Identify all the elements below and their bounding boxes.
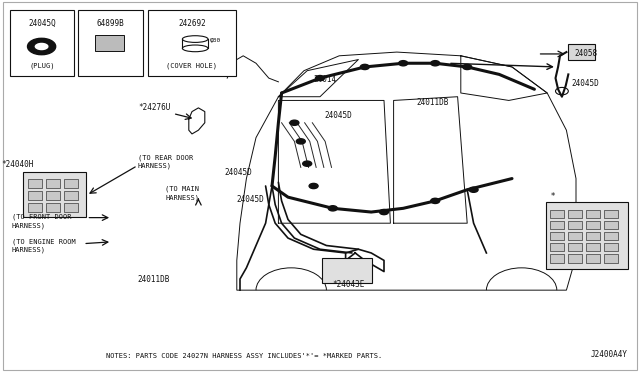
FancyBboxPatch shape bbox=[604, 210, 618, 218]
Circle shape bbox=[303, 161, 312, 166]
FancyBboxPatch shape bbox=[604, 254, 618, 263]
FancyBboxPatch shape bbox=[586, 210, 600, 218]
FancyBboxPatch shape bbox=[604, 221, 618, 229]
FancyBboxPatch shape bbox=[586, 221, 600, 229]
FancyBboxPatch shape bbox=[568, 243, 582, 251]
Text: 24045D: 24045D bbox=[572, 79, 599, 88]
FancyBboxPatch shape bbox=[568, 210, 582, 218]
Circle shape bbox=[431, 198, 440, 203]
Text: 64899B: 64899B bbox=[97, 19, 124, 28]
FancyBboxPatch shape bbox=[586, 243, 600, 251]
Circle shape bbox=[296, 139, 305, 144]
FancyBboxPatch shape bbox=[604, 232, 618, 240]
Circle shape bbox=[316, 76, 324, 81]
Text: (TO MAIN
HARNESS): (TO MAIN HARNESS) bbox=[165, 186, 199, 201]
Circle shape bbox=[431, 61, 440, 66]
Circle shape bbox=[290, 120, 299, 125]
FancyBboxPatch shape bbox=[64, 203, 78, 212]
FancyBboxPatch shape bbox=[10, 10, 74, 76]
FancyBboxPatch shape bbox=[46, 191, 60, 200]
FancyBboxPatch shape bbox=[568, 221, 582, 229]
FancyBboxPatch shape bbox=[64, 179, 78, 188]
Circle shape bbox=[469, 187, 478, 192]
Text: 24045D: 24045D bbox=[237, 195, 264, 203]
Text: 24045D: 24045D bbox=[224, 169, 252, 177]
Text: J2400A4Y: J2400A4Y bbox=[590, 350, 627, 359]
Text: 24014: 24014 bbox=[314, 76, 337, 84]
Text: 24045Q: 24045Q bbox=[28, 19, 56, 28]
Text: *24043E: *24043E bbox=[333, 280, 365, 289]
FancyBboxPatch shape bbox=[586, 232, 600, 240]
Text: *24276U: *24276U bbox=[138, 103, 171, 112]
FancyBboxPatch shape bbox=[46, 179, 60, 188]
Circle shape bbox=[328, 206, 337, 211]
Text: *24040H: *24040H bbox=[1, 160, 34, 169]
FancyBboxPatch shape bbox=[46, 203, 60, 212]
FancyBboxPatch shape bbox=[148, 10, 236, 76]
FancyBboxPatch shape bbox=[568, 44, 595, 60]
Text: 24011DB: 24011DB bbox=[416, 98, 449, 107]
FancyBboxPatch shape bbox=[95, 35, 124, 51]
Text: (TO FRONT DOOR
HARNESS): (TO FRONT DOOR HARNESS) bbox=[12, 214, 71, 229]
FancyBboxPatch shape bbox=[550, 232, 564, 240]
Text: NOTES: PARTS CODE 24027N HARNESS ASSY INCLUDES'*'= *MARKED PARTS.: NOTES: PARTS CODE 24027N HARNESS ASSY IN… bbox=[106, 353, 382, 359]
FancyBboxPatch shape bbox=[550, 243, 564, 251]
FancyBboxPatch shape bbox=[550, 210, 564, 218]
Text: (COVER HOLE): (COVER HOLE) bbox=[166, 62, 218, 69]
FancyBboxPatch shape bbox=[28, 203, 42, 212]
Circle shape bbox=[463, 64, 472, 70]
FancyBboxPatch shape bbox=[550, 254, 564, 263]
FancyBboxPatch shape bbox=[28, 191, 42, 200]
FancyBboxPatch shape bbox=[23, 172, 86, 217]
Text: (TO ENGINE ROOM
HARNESS): (TO ENGINE ROOM HARNESS) bbox=[12, 238, 76, 253]
FancyBboxPatch shape bbox=[78, 10, 143, 76]
Circle shape bbox=[399, 61, 408, 66]
FancyBboxPatch shape bbox=[604, 243, 618, 251]
Text: 24011DB: 24011DB bbox=[138, 275, 170, 283]
Text: 24058: 24058 bbox=[574, 49, 597, 58]
FancyBboxPatch shape bbox=[568, 254, 582, 263]
FancyBboxPatch shape bbox=[550, 221, 564, 229]
FancyBboxPatch shape bbox=[546, 202, 628, 269]
FancyBboxPatch shape bbox=[586, 254, 600, 263]
Text: 242692: 242692 bbox=[178, 19, 206, 28]
FancyBboxPatch shape bbox=[64, 191, 78, 200]
Text: φ30: φ30 bbox=[210, 38, 221, 43]
Text: (TO REAR DOOR
HARNESS): (TO REAR DOOR HARNESS) bbox=[138, 154, 193, 169]
Circle shape bbox=[309, 183, 318, 189]
FancyBboxPatch shape bbox=[28, 179, 42, 188]
Circle shape bbox=[360, 64, 369, 70]
FancyBboxPatch shape bbox=[568, 232, 582, 240]
FancyBboxPatch shape bbox=[322, 258, 372, 283]
Text: *: * bbox=[550, 192, 555, 201]
Circle shape bbox=[380, 209, 388, 215]
Text: (PLUG): (PLUG) bbox=[29, 62, 54, 69]
Text: 24045D: 24045D bbox=[324, 111, 352, 120]
